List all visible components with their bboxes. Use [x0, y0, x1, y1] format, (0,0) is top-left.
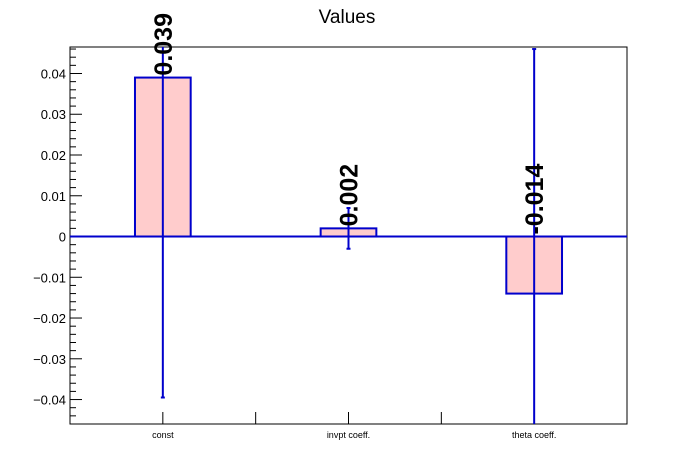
- y-tick-label: 0.01: [41, 189, 66, 204]
- plot-area: −0.04 −0.03 −0.02 −0.01 0 0.01 0.02 0.03 0.04 con…: [33, 13, 628, 440]
- chart-title: Values: [319, 7, 376, 28]
- y-tick-label: 0.03: [41, 107, 66, 122]
- y-tick-label: 0: [59, 230, 66, 245]
- data-label: -0.014: [521, 164, 549, 235]
- data-label: 0.039: [150, 13, 178, 76]
- y-tick-label: −0.03: [33, 352, 66, 367]
- category-label: const: [152, 430, 174, 440]
- category-label: invpt coeff.: [327, 430, 370, 440]
- y-tick-label: −0.01: [33, 270, 66, 285]
- category-label: theta coeff.: [512, 430, 556, 440]
- y-tick-label: 0.02: [41, 148, 66, 163]
- y-tick-label: 0.04: [41, 66, 66, 81]
- data-label: 0.002: [336, 164, 364, 227]
- y-tick-label: −0.02: [33, 311, 66, 326]
- y-tick-label: −0.04: [33, 393, 66, 408]
